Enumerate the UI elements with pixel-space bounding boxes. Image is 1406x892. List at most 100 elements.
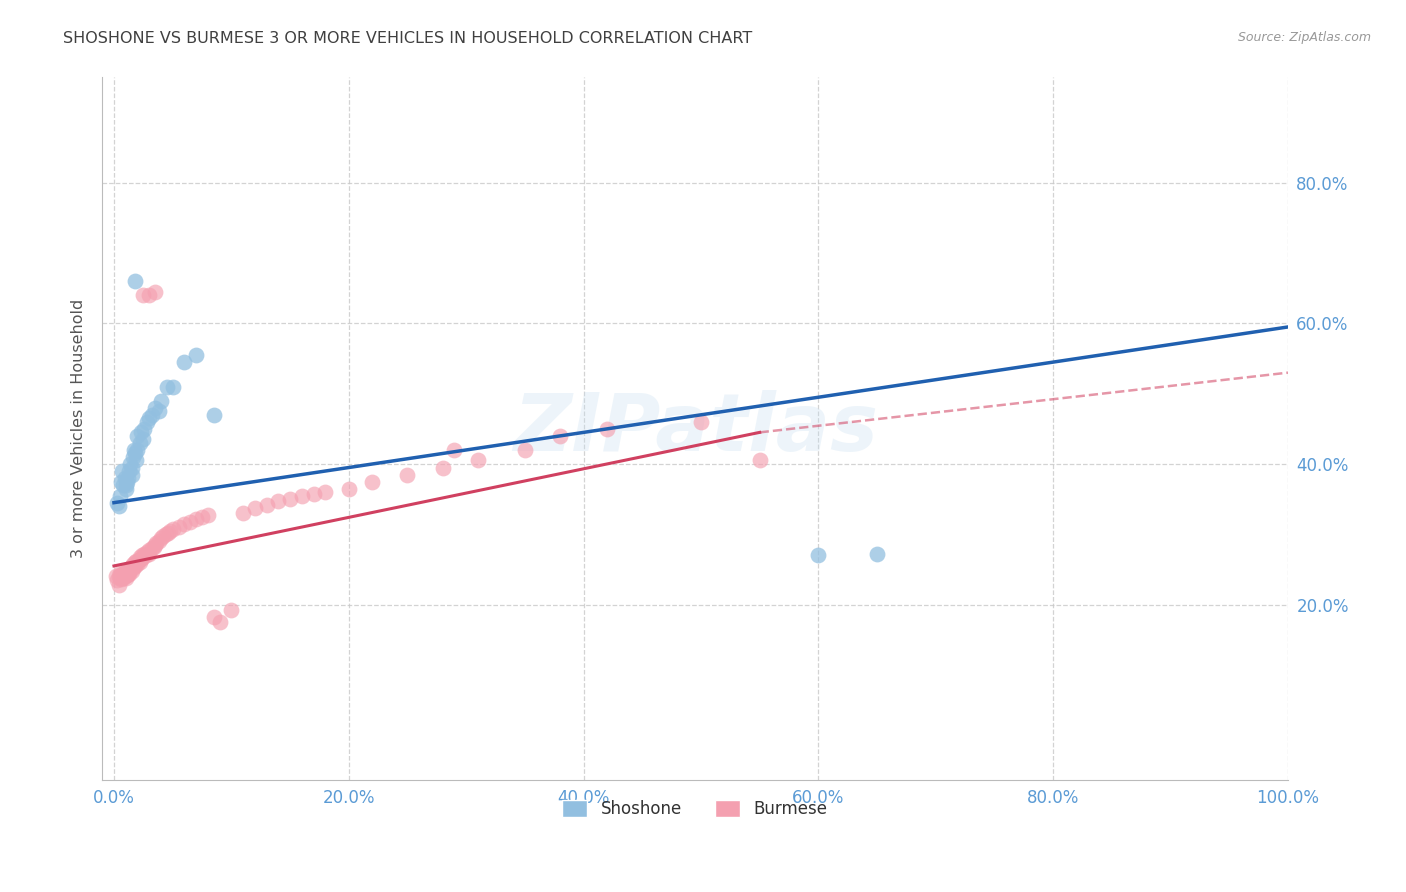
Point [141, 408, 163, 422]
Point [108, 566, 131, 580]
Point [138, 411, 160, 425]
Point [132, 288, 155, 302]
Point [145, 535, 167, 549]
Point [112, 566, 135, 581]
Point [548, 429, 571, 443]
Point [117, 566, 139, 581]
Point [118, 566, 141, 581]
Point [127, 557, 149, 571]
Point [138, 547, 160, 561]
Point [121, 561, 143, 575]
Point [124, 274, 146, 288]
Point [114, 568, 136, 582]
Point [278, 492, 301, 507]
Point [135, 549, 157, 563]
Point [128, 549, 150, 564]
Point [107, 499, 129, 513]
Point [134, 422, 156, 436]
Point [110, 475, 132, 489]
Point [127, 442, 149, 457]
Point [432, 460, 454, 475]
Point [114, 566, 136, 580]
Point [134, 547, 156, 561]
Point [115, 566, 138, 580]
Point [107, 578, 129, 592]
Point [117, 562, 139, 576]
Point [690, 415, 713, 429]
Point [108, 489, 131, 503]
Point [267, 493, 290, 508]
Point [128, 556, 150, 570]
Point [167, 520, 190, 534]
Point [162, 522, 184, 536]
Point [396, 467, 419, 482]
Point [156, 380, 179, 394]
Point [121, 558, 143, 573]
Point [124, 556, 146, 570]
Point [748, 453, 770, 467]
Point [143, 401, 166, 415]
Point [110, 572, 132, 586]
Point [114, 471, 136, 485]
Point [125, 453, 148, 467]
Point [135, 545, 157, 559]
Point [302, 486, 325, 500]
Point [135, 415, 157, 429]
Point [127, 429, 149, 443]
Point [115, 475, 138, 489]
Point [122, 558, 145, 573]
Point [184, 512, 207, 526]
Point [807, 549, 830, 563]
Point [117, 471, 139, 485]
Point [148, 404, 170, 418]
Point [143, 538, 166, 552]
Point [155, 527, 177, 541]
Point [121, 450, 143, 464]
Text: Source: ZipAtlas.com: Source: ZipAtlas.com [1237, 31, 1371, 45]
Point [111, 464, 134, 478]
Point [121, 564, 143, 578]
Point [131, 549, 153, 563]
Point [173, 355, 195, 369]
Point [115, 568, 138, 582]
Point [107, 573, 129, 587]
Point [152, 529, 174, 543]
Point [232, 506, 254, 520]
Point [111, 566, 134, 581]
Point [107, 496, 129, 510]
Point [111, 569, 134, 583]
Point [114, 569, 136, 583]
Point [128, 552, 150, 566]
Point [191, 509, 214, 524]
Point [243, 500, 266, 515]
Point [149, 531, 172, 545]
Point [124, 446, 146, 460]
Point [105, 569, 128, 583]
Point [142, 540, 165, 554]
Point [132, 549, 155, 564]
Point [128, 436, 150, 450]
Point [221, 603, 243, 617]
Text: SHOSHONE VS BURMESE 3 OR MORE VEHICLES IN HOUSEHOLD CORRELATION CHART: SHOSHONE VS BURMESE 3 OR MORE VEHICLES I… [63, 31, 752, 46]
Point [107, 569, 129, 583]
Point [122, 442, 145, 457]
Point [118, 564, 141, 578]
Point [114, 571, 136, 585]
Point [118, 464, 141, 478]
Point [202, 610, 225, 624]
Legend: Shoshone, Burmese: Shoshone, Burmese [555, 793, 834, 825]
Point [143, 285, 166, 299]
Point [208, 615, 231, 629]
Point [124, 558, 146, 573]
Point [120, 457, 142, 471]
Y-axis label: 3 or more Vehicles in Household: 3 or more Vehicles in Household [72, 299, 86, 558]
Point [256, 498, 278, 512]
Point [114, 478, 136, 492]
Point [173, 516, 195, 531]
Point [866, 547, 889, 561]
Point [314, 485, 336, 500]
Point [291, 489, 314, 503]
Point [132, 433, 155, 447]
Point [138, 542, 160, 557]
Point [443, 442, 465, 457]
